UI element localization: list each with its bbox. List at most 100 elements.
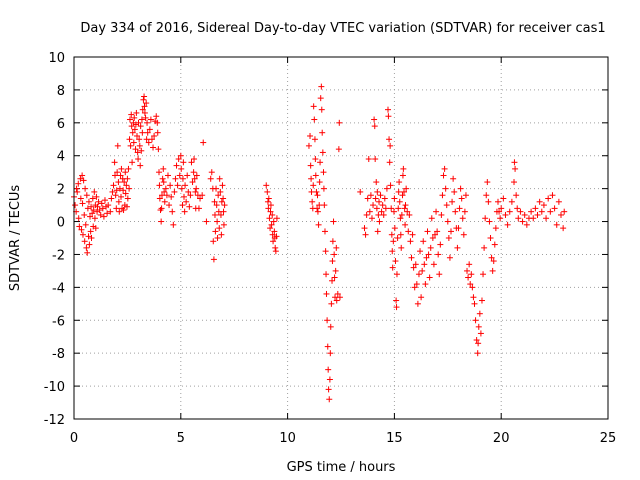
data-point [113,205,120,212]
data-point [166,202,173,209]
data-point [374,228,381,235]
data-point [182,182,189,189]
data-point [434,228,441,235]
data-point [112,192,119,199]
data-point [305,142,312,149]
data-point [400,165,407,172]
data-point [124,175,131,182]
data-point [443,202,450,209]
data-point [470,294,477,301]
data-point [187,192,194,199]
data-point [372,195,379,202]
data-point [154,119,161,126]
data-point [207,175,214,182]
data-point [370,202,377,209]
data-point [396,179,403,186]
data-point [441,165,448,172]
data-point [179,202,186,209]
data-point [132,146,139,153]
data-point [212,228,219,235]
data-point [135,156,142,163]
data-point [389,248,396,255]
data-point [314,192,321,199]
data-point [181,193,188,200]
data-point [467,281,474,288]
data-point [393,297,400,304]
data-point [141,109,148,116]
data-point [307,132,314,139]
data-point [474,350,481,357]
data-point [530,215,537,222]
data-point [171,188,178,195]
data-point [395,188,402,195]
data-point [459,215,466,222]
data-point [331,251,338,258]
data-point [121,179,128,186]
data-point [88,203,95,210]
data-point [423,254,430,261]
data-point [93,193,100,200]
data-point [436,271,443,278]
data-point [496,208,503,215]
data-point [75,180,82,187]
data-point [186,203,193,210]
data-point [406,211,413,218]
data-point [317,159,324,166]
data-point [327,323,334,330]
data-point [189,179,196,186]
data-point [314,208,321,215]
data-point [158,218,165,225]
data-point [365,156,372,163]
data-point [376,198,383,205]
data-point [266,215,273,222]
data-point [264,188,271,195]
data-point [143,136,150,143]
data-point [456,205,463,212]
data-point [482,215,489,222]
data-point [220,195,227,202]
data-point [462,192,469,199]
data-point [543,215,550,222]
data-point [172,175,179,182]
data-point [502,211,509,218]
data-point [411,284,418,291]
data-point [449,198,456,205]
data-point [547,208,554,215]
data-point [408,254,415,261]
data-point [73,185,80,192]
data-point [500,195,507,202]
data-point [326,376,333,383]
data-point [538,208,545,215]
data-point [269,211,276,218]
data-point [129,159,136,166]
data-point [133,109,140,116]
y-tick-label: 0 [57,216,65,231]
data-point [322,248,329,255]
data-point [426,274,433,281]
data-point [498,205,505,212]
data-point [136,136,143,143]
data-point [193,185,200,192]
data-point [309,198,316,205]
data-point [77,175,84,182]
data-point [371,123,378,130]
data-point [131,114,138,121]
data-point [480,271,487,278]
data-point [269,231,276,238]
data-point [422,281,429,288]
data-point [264,198,271,205]
data-point [485,198,492,205]
data-point [372,156,379,163]
data-point [180,159,187,166]
data-point [324,343,331,350]
data-point [90,207,97,214]
data-point [549,192,556,199]
chart-title: Day 334 of 2016, Sidereal Day-to-day VTE… [80,21,605,36]
data-point [173,162,180,169]
data-point [273,215,280,222]
data-point [519,218,526,225]
data-point [92,225,99,232]
data-point [91,188,98,195]
data-point [395,205,402,212]
data-point [94,203,101,210]
